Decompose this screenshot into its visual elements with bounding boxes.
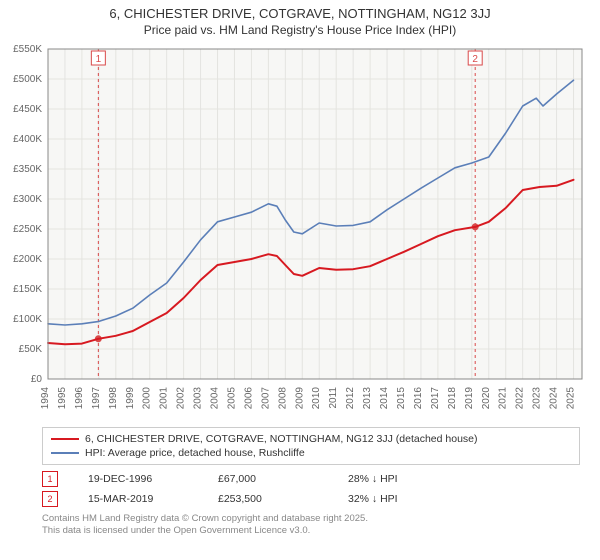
svg-text:2013: 2013 — [362, 387, 373, 410]
svg-text:£0: £0 — [31, 374, 43, 385]
svg-text:£450K: £450K — [13, 104, 42, 115]
event-markers-table: 1 19-DEC-1996 £67,000 28% ↓ HPI 2 15-MAR… — [42, 469, 580, 509]
svg-text:2000: 2000 — [142, 387, 153, 410]
svg-text:2019: 2019 — [464, 387, 475, 410]
svg-text:2003: 2003 — [193, 387, 204, 410]
footer-line-2: This data is licensed under the Open Gov… — [42, 525, 580, 537]
event-badge-2: 2 — [42, 491, 58, 507]
event-date: 19-DEC-1996 — [88, 473, 188, 485]
event-row: 2 15-MAR-2019 £253,500 32% ↓ HPI — [42, 489, 580, 509]
svg-text:£500K: £500K — [13, 74, 42, 85]
svg-text:2009: 2009 — [294, 387, 305, 410]
svg-text:2012: 2012 — [345, 387, 356, 410]
svg-text:£400K: £400K — [13, 134, 42, 145]
svg-text:£200K: £200K — [13, 254, 42, 265]
svg-text:1996: 1996 — [74, 387, 85, 410]
svg-text:2010: 2010 — [311, 387, 322, 410]
svg-text:2020: 2020 — [481, 387, 492, 410]
svg-text:2006: 2006 — [243, 387, 254, 410]
svg-text:£150K: £150K — [13, 284, 42, 295]
svg-text:2014: 2014 — [379, 387, 390, 410]
svg-text:2004: 2004 — [210, 387, 221, 410]
svg-text:2018: 2018 — [447, 387, 458, 410]
svg-text:2: 2 — [472, 54, 478, 65]
svg-text:£250K: £250K — [13, 224, 42, 235]
svg-text:2021: 2021 — [498, 387, 509, 410]
title-line-2: Price paid vs. HM Land Registry's House … — [0, 21, 600, 41]
svg-text:2022: 2022 — [515, 387, 526, 410]
svg-text:1998: 1998 — [108, 387, 119, 410]
svg-text:2007: 2007 — [260, 387, 271, 410]
legend-swatch-property — [51, 438, 79, 440]
legend-swatch-hpi — [51, 452, 79, 454]
svg-text:1997: 1997 — [91, 387, 102, 410]
svg-text:2011: 2011 — [328, 387, 339, 409]
svg-text:2001: 2001 — [159, 387, 170, 410]
legend-item: 6, CHICHESTER DRIVE, COTGRAVE, NOTTINGHA… — [51, 432, 571, 446]
chart-area: £0 £50K £100K £150K £200K £250K £300K £350K £400… — [0, 41, 600, 421]
svg-text:1995: 1995 — [57, 387, 68, 410]
svg-text:2015: 2015 — [396, 387, 407, 410]
event-diff: 32% ↓ HPI — [348, 493, 448, 505]
svg-text:2017: 2017 — [430, 387, 441, 410]
svg-text:£550K: £550K — [13, 44, 42, 55]
footer-line-1: Contains HM Land Registry data © Crown c… — [42, 513, 580, 525]
chart-container: 6, CHICHESTER DRIVE, COTGRAVE, NOTTINGHA… — [0, 0, 600, 560]
svg-text:1: 1 — [96, 54, 102, 65]
event-price: £67,000 — [218, 473, 318, 485]
event-badge-1: 1 — [42, 471, 58, 487]
svg-text:£300K: £300K — [13, 194, 42, 205]
svg-text:£100K: £100K — [13, 314, 42, 325]
svg-text:1994: 1994 — [40, 387, 51, 410]
footer-attribution: Contains HM Land Registry data © Crown c… — [42, 513, 580, 538]
svg-text:2024: 2024 — [549, 387, 560, 410]
legend-label: HPI: Average price, detached house, Rush… — [85, 447, 305, 459]
svg-text:2005: 2005 — [226, 387, 237, 410]
svg-text:2008: 2008 — [277, 387, 288, 410]
legend-label: 6, CHICHESTER DRIVE, COTGRAVE, NOTTINGHA… — [85, 433, 478, 445]
event-diff: 28% ↓ HPI — [348, 473, 448, 485]
legend: 6, CHICHESTER DRIVE, COTGRAVE, NOTTINGHA… — [42, 427, 580, 465]
svg-text:£50K: £50K — [19, 344, 43, 355]
title-line-1: 6, CHICHESTER DRIVE, COTGRAVE, NOTTINGHA… — [0, 0, 600, 21]
svg-text:2002: 2002 — [176, 387, 187, 410]
event-price: £253,500 — [218, 493, 318, 505]
event-row: 1 19-DEC-1996 £67,000 28% ↓ HPI — [42, 469, 580, 489]
svg-text:2023: 2023 — [532, 387, 543, 410]
event-date: 15-MAR-2019 — [88, 493, 188, 505]
line-chart-svg: £0 £50K £100K £150K £200K £250K £300K £350K £400… — [0, 41, 600, 421]
svg-text:1999: 1999 — [125, 387, 136, 410]
svg-text:2025: 2025 — [566, 387, 577, 410]
legend-item: HPI: Average price, detached house, Rush… — [51, 446, 571, 460]
svg-text:£350K: £350K — [13, 164, 42, 175]
svg-text:2016: 2016 — [413, 387, 424, 410]
